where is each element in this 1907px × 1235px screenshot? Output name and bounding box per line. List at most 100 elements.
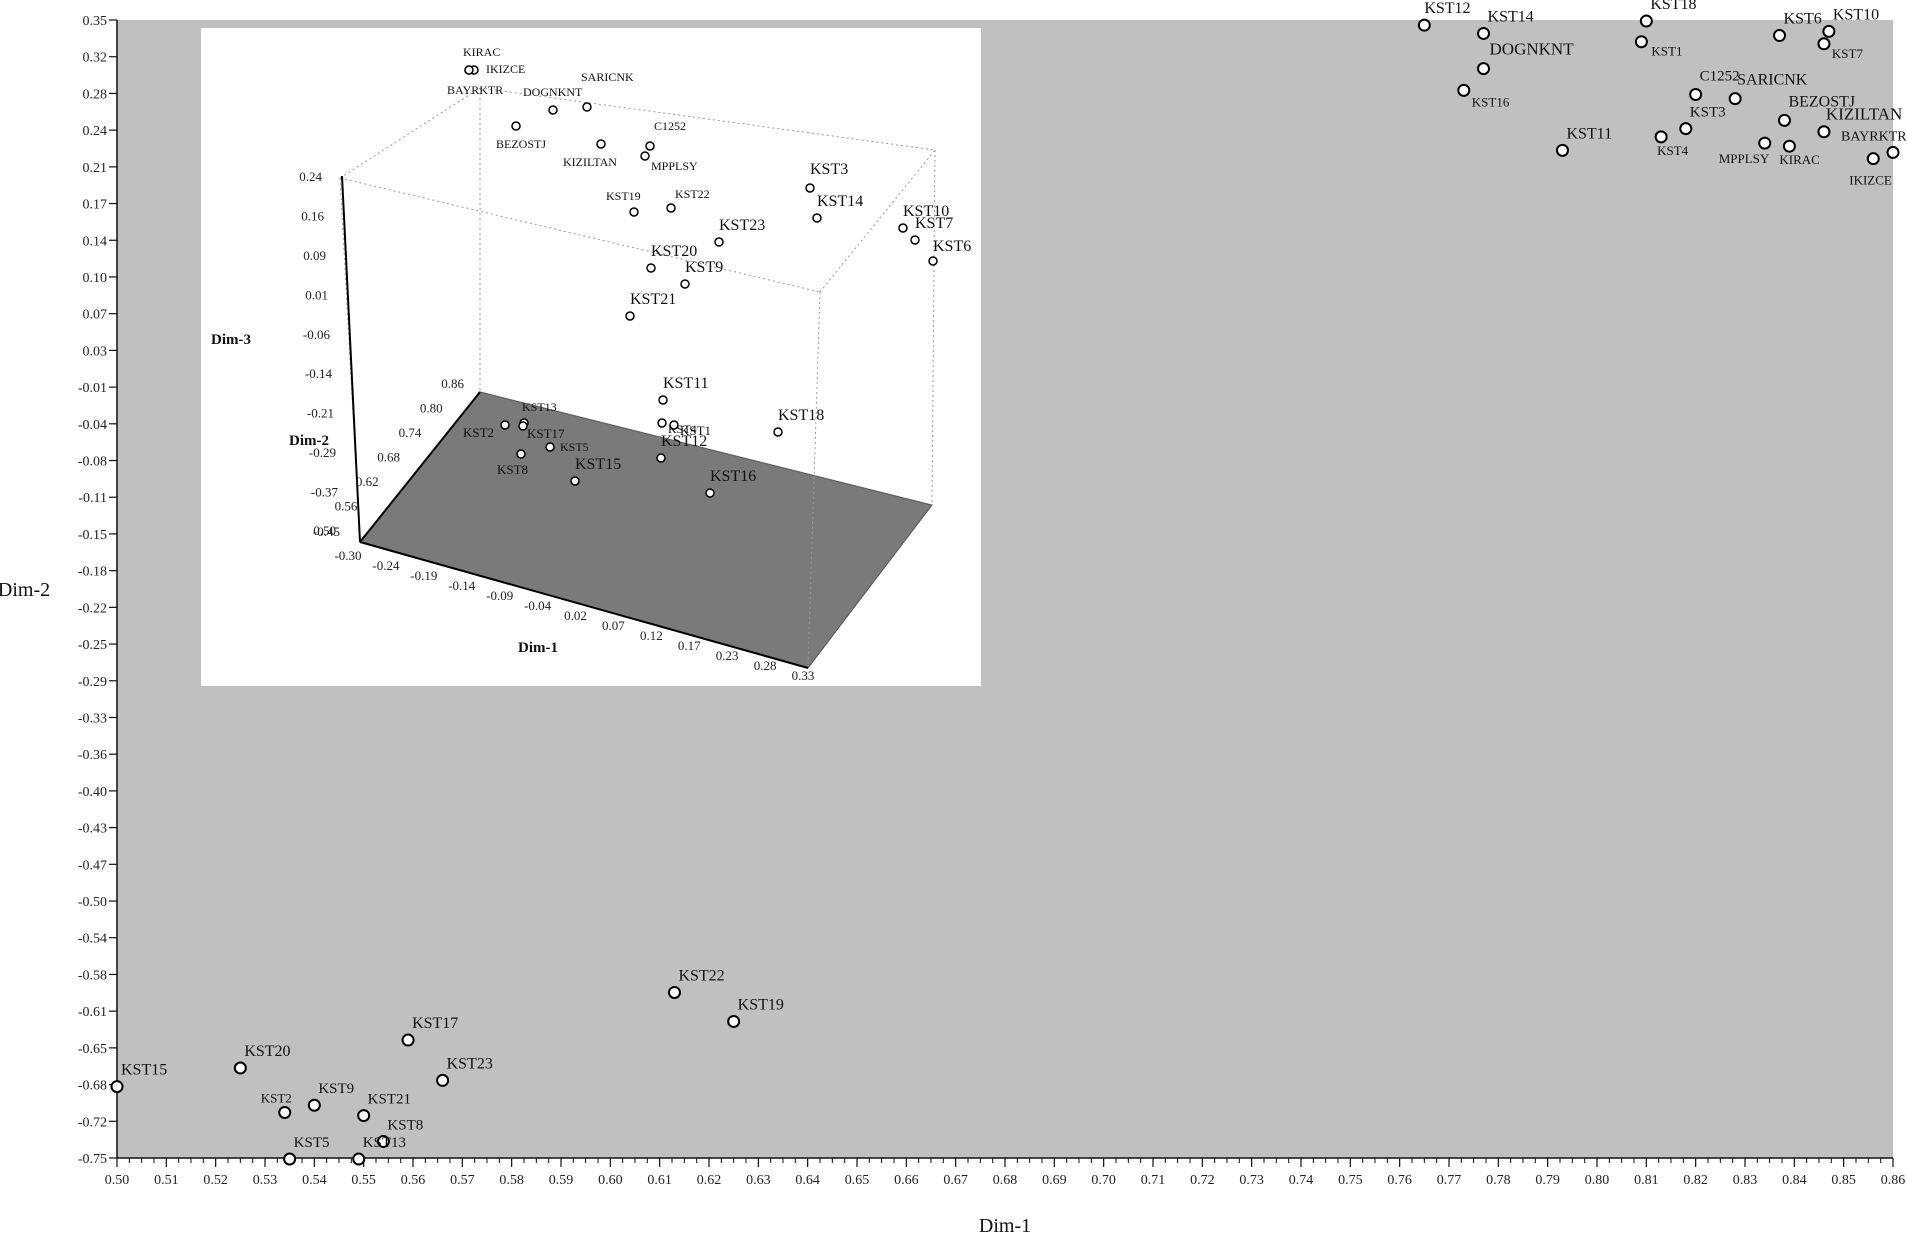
inset-data-point: KST1 bbox=[669, 420, 711, 438]
point-label: KST4 bbox=[1657, 143, 1689, 158]
data-point: DOGNKNT bbox=[1477, 40, 1574, 76]
inset-data-point: MPPLSY bbox=[640, 151, 698, 173]
inset-y-tick-label: 0.68 bbox=[377, 450, 400, 465]
y-tick-label: 0.28 bbox=[83, 87, 108, 102]
point-label: KST1 bbox=[1651, 44, 1682, 59]
data-point: KST20 bbox=[233, 1043, 291, 1075]
box-edge bbox=[479, 87, 936, 151]
point-marker bbox=[233, 1061, 247, 1075]
inset-point-label: KST23 bbox=[719, 217, 765, 234]
point-label: SARICNK bbox=[1737, 72, 1808, 89]
inset-data-point: KIZILTAN bbox=[563, 139, 617, 169]
y-tick-label: -0.18 bbox=[78, 565, 107, 580]
inset-point-marker bbox=[500, 420, 510, 430]
y-tick-label: -0.01 bbox=[78, 381, 107, 396]
inset-point-marker bbox=[516, 449, 526, 459]
point-marker bbox=[1689, 87, 1703, 101]
x-tick-label: 0.61 bbox=[647, 1173, 672, 1188]
inset-x-axis-line bbox=[359, 541, 809, 669]
x-tick-label: 0.69 bbox=[1042, 1173, 1067, 1188]
point-label: KST23 bbox=[447, 1055, 493, 1072]
x-tick-label: 0.56 bbox=[401, 1173, 426, 1188]
point-label: KST17 bbox=[412, 1015, 458, 1032]
point-label: KIRAC bbox=[1779, 152, 1819, 167]
y-tick-label: -0.43 bbox=[78, 822, 107, 837]
x-tick-label: 0.76 bbox=[1387, 1173, 1412, 1188]
point-marker bbox=[1886, 145, 1900, 159]
y-tick-label: 0.24 bbox=[83, 124, 108, 139]
inset-z-tick-label: 0.01 bbox=[305, 287, 328, 302]
inset-point-marker bbox=[666, 203, 676, 213]
data-point: KST1 bbox=[1634, 35, 1682, 59]
x-tick-label: 0.64 bbox=[795, 1173, 820, 1188]
x-tick-label: 0.51 bbox=[154, 1173, 179, 1188]
y-tick-label: 0.21 bbox=[83, 161, 108, 176]
inset-point-marker bbox=[582, 102, 592, 112]
x-tick-label: 0.73 bbox=[1239, 1173, 1264, 1188]
inset-point-marker bbox=[773, 427, 783, 437]
point-label: KST7 bbox=[1832, 46, 1864, 61]
inset-point-label: KST1 bbox=[680, 423, 711, 438]
inset-point-label: KST6 bbox=[933, 238, 971, 255]
y-tick-label: -0.22 bbox=[78, 601, 107, 616]
inset-y-tick-label: 0.86 bbox=[441, 376, 464, 391]
inset-point-label: KST17 bbox=[527, 426, 565, 441]
inset-point-label: KST11 bbox=[663, 375, 709, 392]
x-tick-label: 0.77 bbox=[1437, 1173, 1462, 1188]
point-marker bbox=[1773, 29, 1787, 43]
x-tick-label: 0.86 bbox=[1881, 1173, 1906, 1188]
inset-point-label: MPPLSY bbox=[651, 159, 698, 173]
point-label: KST11 bbox=[1566, 125, 1612, 142]
x-tick-label: 0.63 bbox=[746, 1173, 771, 1188]
inset-z-tick-label: 0.16 bbox=[301, 208, 324, 223]
x-tick-label: 0.66 bbox=[894, 1173, 919, 1188]
y-tick-label: -0.40 bbox=[78, 785, 107, 800]
point-marker bbox=[667, 985, 681, 999]
data-point: KST4 bbox=[1654, 130, 1689, 158]
inset-point-label: KST10 bbox=[903, 203, 949, 220]
x-tick-label: 0.71 bbox=[1141, 1173, 1166, 1188]
inset-point-marker bbox=[657, 418, 667, 428]
x-tick-label: 0.81 bbox=[1634, 1173, 1659, 1188]
point-label: KST16 bbox=[1472, 94, 1510, 109]
x-tick-label: 0.57 bbox=[450, 1173, 475, 1188]
inset-box-frame bbox=[339, 87, 936, 669]
y-tick-label: 0.03 bbox=[83, 344, 108, 359]
data-point: KST19 bbox=[727, 996, 784, 1028]
point-marker bbox=[278, 1105, 292, 1119]
inset-data-point: KST16 bbox=[705, 468, 756, 498]
inset-point-label: KST3 bbox=[810, 161, 848, 178]
inset-x-tick-label: 0.12 bbox=[640, 628, 663, 643]
x-tick-label: 0.62 bbox=[697, 1173, 722, 1188]
x-tick-label: 0.75 bbox=[1338, 1173, 1363, 1188]
point-marker bbox=[1866, 152, 1880, 166]
x-tick-label: 0.70 bbox=[1091, 1173, 1116, 1188]
inset-point-label: BEZOSTJ bbox=[496, 137, 546, 151]
inset-point-label: KST16 bbox=[710, 468, 756, 485]
inset-axes: 0.24 0.16 0.09 0.01 -0.06 -0.14 -0.21 -0.29 -0.3… bbox=[299, 169, 814, 683]
inset-point-marker bbox=[625, 311, 635, 321]
box-edge bbox=[819, 149, 936, 293]
inset-data-point: KST19 bbox=[606, 189, 641, 217]
data-point: KST22 bbox=[667, 967, 725, 999]
y-tick-label: 0.17 bbox=[83, 198, 108, 213]
inset-data-point: KST7 bbox=[910, 215, 953, 245]
inset-point-label: KST7 bbox=[915, 215, 953, 232]
inset-data-point: KST14 bbox=[812, 193, 863, 223]
point-label: KST22 bbox=[678, 967, 724, 984]
data-point: BEZOSTJ bbox=[1777, 93, 1855, 127]
y-tick-label: -0.04 bbox=[78, 418, 107, 433]
inset-data-point: KST10 bbox=[898, 203, 949, 233]
y-tick-label: -0.47 bbox=[78, 858, 107, 873]
inset-z-tick-label: -0.14 bbox=[305, 366, 333, 381]
inset-point-label: SARICNK bbox=[581, 70, 634, 84]
inset-point-marker bbox=[656, 453, 666, 463]
point-marker bbox=[1634, 35, 1648, 49]
inset-point-marker bbox=[705, 488, 715, 498]
inset-x-tick-label: -0.09 bbox=[486, 588, 513, 603]
data-point: KST8 bbox=[376, 1117, 423, 1148]
point-label: KST12 bbox=[1424, 0, 1470, 17]
data-point: KIRAC bbox=[1779, 139, 1820, 167]
data-point: KST15 bbox=[110, 1062, 167, 1094]
